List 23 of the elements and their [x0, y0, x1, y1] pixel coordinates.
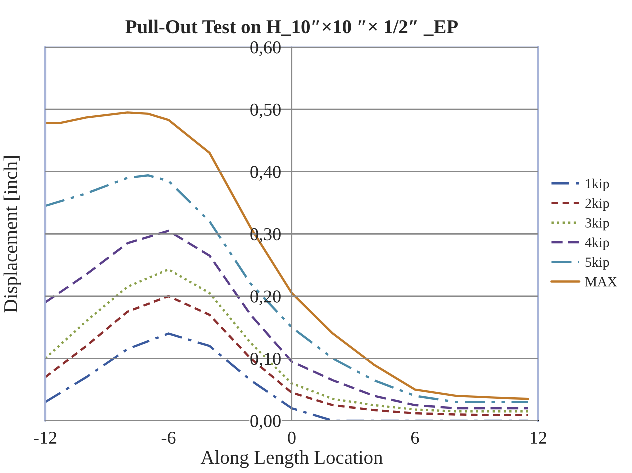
y-tick-label: 0,50 [250, 104, 281, 119]
legend-label: 3kip [586, 218, 610, 231]
x-tick-label: -6 [162, 432, 176, 444]
y-tick-label: 0,60 [250, 42, 281, 56]
legend-label: 5kip [586, 257, 610, 270]
line-series [46, 230, 530, 410]
legend-label: 2kip [586, 198, 610, 212]
x-tick-label: 6 [411, 432, 420, 444]
legend-label: 1kip [586, 178, 610, 192]
legend-label: 4kip [585, 238, 610, 250]
y-tick-label: 0,00 [250, 415, 281, 430]
x-tick-label: 0 [288, 432, 296, 444]
y-tick-label: 0,10 [250, 352, 281, 368]
chart-title: Pull-Out Test on H_10″×10 ″× 1/2″ _EP [126, 20, 458, 36]
x-axis-title: Along Length Location [200, 450, 383, 468]
y-axis-title: Displacement [inch] [4, 156, 22, 313]
legend-label: MAX [585, 277, 618, 287]
y-tick-label: 0,20 [250, 290, 281, 306]
x-tick-label: -12 [34, 432, 57, 444]
y-tick-label: 0,30 [250, 228, 281, 244]
y-tick-label: 0,40 [250, 166, 281, 181]
x-tick-label: 12 [531, 432, 546, 444]
line-series [46, 268, 530, 413]
